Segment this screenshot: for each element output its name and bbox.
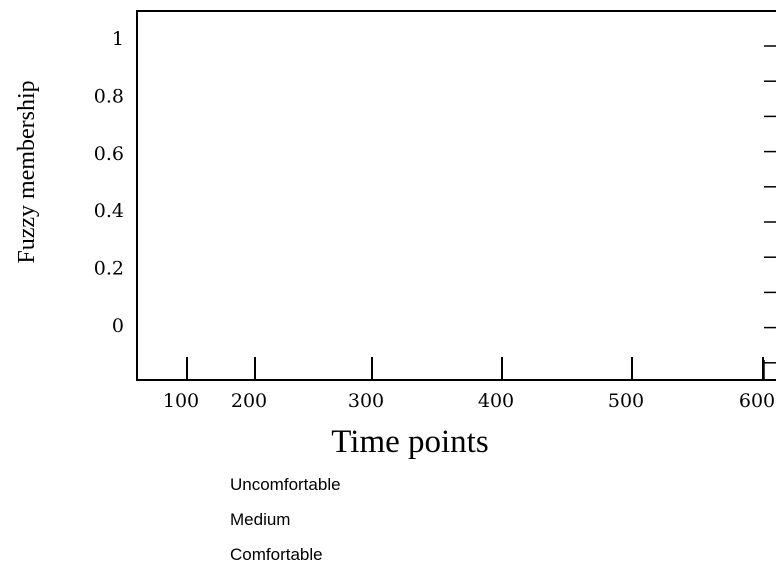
y-tick-label: 0.6 <box>94 143 124 165</box>
y-tick-label: 0 <box>112 315 124 337</box>
y-tick-label: 0.4 <box>94 200 124 222</box>
y-axis-ticks: 0 0.2 0.4 0.6 0.8 1 <box>94 28 776 380</box>
x-tick-label: 400 <box>478 390 514 412</box>
legend: Uncomfortable Medium Comfortable <box>230 475 341 563</box>
x-tick-label: 600 <box>739 390 775 412</box>
legend-entry-comfortable: Comfortable <box>230 545 323 563</box>
x-axis-title: Time points <box>331 424 488 460</box>
y-axis-title: Fuzzy membership <box>14 80 40 263</box>
x-tick-label: 100 <box>163 390 199 412</box>
y-tick-label: 0.2 <box>94 258 124 280</box>
y-tick-label: 1 <box>112 28 124 50</box>
x-tick-label: 200 <box>231 390 267 412</box>
x-tick-label: 300 <box>348 390 384 412</box>
y-tick-label: 0.8 <box>94 85 124 107</box>
x-tick-label: 500 <box>608 390 644 412</box>
plot-frame <box>136 10 776 381</box>
legend-entry-medium: Medium <box>230 510 290 529</box>
legend-entry-uncomfortable: Uncomfortable <box>230 475 341 494</box>
x-axis-ticks: 100 200 300 400 500 600 <box>163 357 775 412</box>
